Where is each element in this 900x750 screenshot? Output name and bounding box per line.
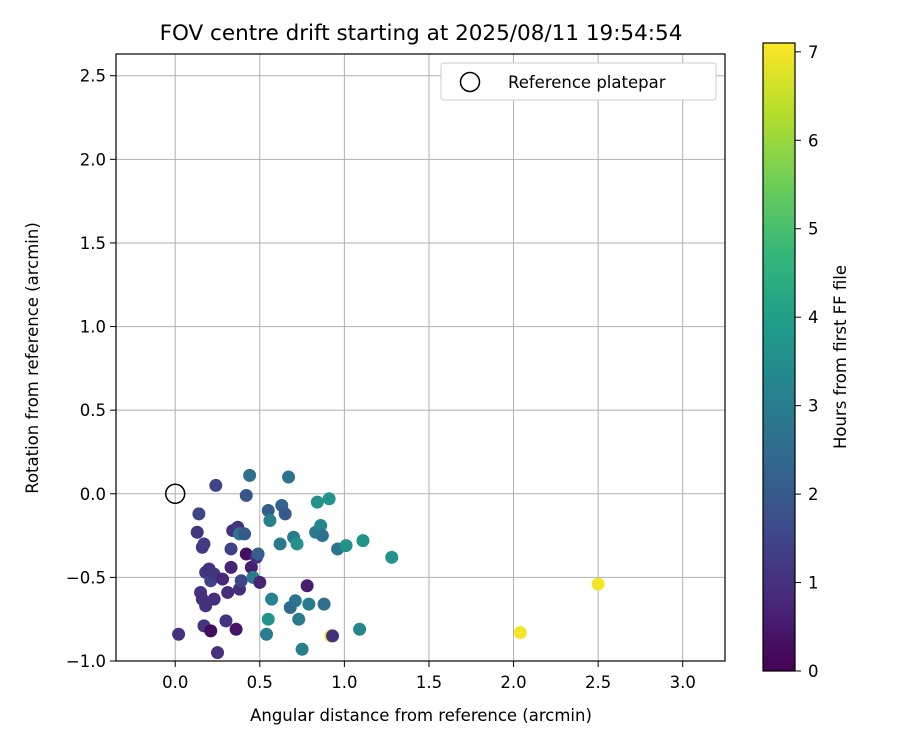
colorbar-tick-label: 2 [808,485,819,504]
y-tick-label: −1.0 [66,652,106,671]
y-tick-label: 1.0 [80,318,106,337]
data-point [282,470,296,484]
data-point [263,514,277,528]
data-point [244,560,258,574]
data-point [591,577,605,591]
data-point [172,627,186,641]
data-point [209,478,223,492]
data-point [315,529,329,543]
x-tick-label: 1.0 [331,673,357,692]
data-point [292,612,306,626]
data-point [261,612,275,626]
data-point [260,627,274,641]
colorbar-tick-label: 1 [808,574,819,593]
y-tick-label: 1.5 [80,234,106,253]
legend-entry-reference-platepar: Reference platepar [508,73,666,92]
data-point [243,468,257,482]
data-point [302,597,316,611]
x-tick-label: 2.0 [500,673,526,692]
data-point [224,542,238,556]
reference-platepar-marker [164,483,186,505]
y-axis-label: Rotation from reference (arcmin) [23,222,42,494]
data-point [238,527,252,541]
data-point [322,492,336,506]
x-axis-label: Angular distance from reference (arcmin) [250,706,592,725]
plot-frame [115,53,726,662]
data-point [300,579,314,593]
colorbar-tick-label: 6 [808,131,819,150]
data-point [295,642,309,656]
data-point [253,575,267,589]
colorbar [762,42,796,672]
colorbar-tick-label: 4 [808,308,819,327]
data-point [229,622,243,636]
chart-title: FOV centre drift starting at 2025/08/11 … [160,21,683,46]
y-tick-label: 0.0 [80,485,106,504]
colorbar-label: Hours from first FF file [831,265,850,449]
x-tick-label: 2.5 [585,673,611,692]
data-point [204,624,218,638]
y-axis-ticks: −1.0 −0.5 0.0 0.5 1.0 1.5 2.0 2.5 [66,67,116,671]
data-point [385,550,399,564]
data-point [192,507,206,521]
data-point [288,594,302,608]
y-tick-label: 2.0 [80,150,106,169]
data-point [261,504,275,518]
data-point [353,622,367,636]
data-point [190,525,204,539]
data-point [339,539,353,553]
x-tick-label: 0.5 [247,673,273,692]
y-tick-label: 0.5 [80,401,106,420]
colorbar-tick-label: 0 [808,662,819,681]
data-point [314,519,328,533]
y-tick-label: −0.5 [66,568,106,587]
data-point [356,534,370,548]
data-point [290,537,304,551]
data-point [513,626,527,640]
data-point [239,547,253,561]
data-point [207,592,221,606]
reference-marker-group [164,483,186,505]
data-point [310,495,324,509]
x-tick-label: 0.0 [162,673,188,692]
data-point [251,547,265,561]
legend-marker-icon [459,71,481,93]
data-point [265,592,279,606]
x-axis-ticks: 0.0 0.5 1.0 1.5 2.0 2.5 3.0 [162,661,696,692]
legend-box [440,62,717,101]
data-point [224,560,238,574]
data-point [317,597,331,611]
data-points [172,468,605,660]
data-point [239,488,253,502]
colorbar-tick-label: 3 [808,397,819,416]
data-point [326,629,340,643]
data-point [221,585,235,599]
legend: Reference platepar [440,62,717,101]
data-point [219,614,233,628]
data-point [197,537,211,551]
plot-area [116,54,725,661]
data-point [273,537,287,551]
colorbar-tick-label: 7 [808,43,819,62]
y-tick-label: 2.5 [80,67,106,86]
colorbar-ticks: 0 1 2 3 4 5 6 7 [795,43,819,681]
x-tick-label: 3.0 [670,673,696,692]
data-point [211,646,224,660]
data-point [278,507,292,521]
data-point [234,574,248,588]
colorbar-tick-label: 5 [808,220,819,239]
x-tick-label: 1.5 [416,673,442,692]
data-point [216,572,230,586]
